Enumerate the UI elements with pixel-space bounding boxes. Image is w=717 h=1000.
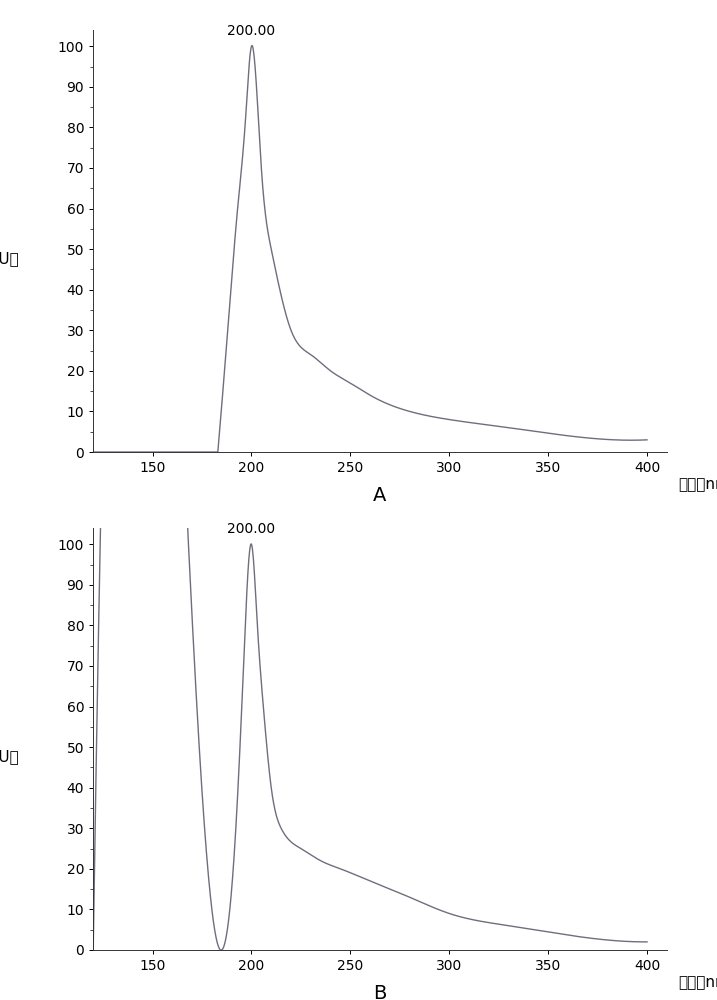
Text: B: B xyxy=(374,984,386,1000)
Text: A: A xyxy=(374,486,386,505)
Text: 200.00: 200.00 xyxy=(227,24,275,38)
Text: 200.00: 200.00 xyxy=(227,522,275,536)
Y-axis label: 强
度
（mAU）: 强 度 （mAU） xyxy=(0,714,19,764)
Y-axis label: 强
度
（mAU）: 强 度 （mAU） xyxy=(0,216,19,266)
Text: 波长（nm）: 波长（nm） xyxy=(678,975,717,990)
Text: 波长（nm）: 波长（nm） xyxy=(678,477,717,492)
